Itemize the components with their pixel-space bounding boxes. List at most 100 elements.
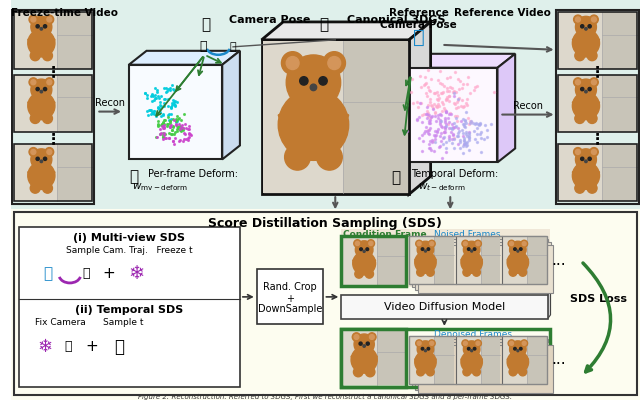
Text: Temporal Deform:: Temporal Deform: [411, 169, 498, 179]
Point [464, 134, 474, 141]
Point [150, 85, 160, 91]
Point [415, 100, 426, 106]
Point [431, 103, 442, 109]
Point [173, 83, 184, 90]
Point [450, 124, 460, 131]
Circle shape [517, 350, 519, 352]
Point [454, 128, 464, 134]
Point [458, 104, 468, 110]
Point [181, 136, 191, 142]
Point [429, 113, 440, 119]
Point [472, 131, 482, 137]
Point [152, 89, 163, 95]
Circle shape [43, 113, 52, 124]
Point [463, 137, 474, 144]
Text: Figure 2: Reconstruction. Referred to 3DGS, First we reconstruct a canonical 3DG: Figure 2: Reconstruction. Referred to 3D… [138, 393, 513, 400]
Point [158, 132, 168, 138]
Text: Condition Frame: Condition Frame [343, 230, 427, 239]
Point [445, 74, 455, 80]
Polygon shape [262, 22, 431, 40]
Point [157, 134, 168, 140]
Point [461, 143, 472, 149]
Text: Denoised Frames: Denoised Frames [433, 330, 511, 339]
Circle shape [463, 341, 480, 358]
FancyBboxPatch shape [527, 336, 547, 384]
Point [163, 112, 173, 118]
Point [429, 148, 440, 154]
Text: $w_{\mathrm{mv-deform}}$: $w_{\mathrm{mv-deform}}$ [132, 181, 188, 193]
Point [157, 121, 167, 128]
Point [458, 130, 468, 136]
Point [417, 148, 427, 154]
Point [153, 123, 163, 130]
Polygon shape [404, 54, 515, 68]
FancyBboxPatch shape [409, 236, 545, 284]
Circle shape [508, 240, 515, 247]
Point [158, 120, 168, 126]
Point [166, 104, 176, 111]
Point [159, 120, 170, 127]
Point [438, 88, 448, 95]
Point [453, 97, 463, 104]
Point [461, 119, 472, 126]
Point [433, 92, 443, 99]
Point [453, 132, 463, 139]
Circle shape [282, 52, 304, 75]
Point [433, 100, 443, 107]
Point [184, 125, 194, 132]
Point [158, 123, 168, 129]
Point [435, 143, 445, 149]
Point [420, 80, 431, 86]
Polygon shape [572, 37, 581, 48]
Point [466, 119, 476, 125]
Point [431, 104, 442, 111]
Point [176, 116, 186, 123]
Point [419, 81, 429, 87]
Point [161, 134, 171, 141]
Point [140, 89, 150, 96]
Point [413, 135, 424, 141]
Point [152, 86, 163, 93]
Point [471, 120, 481, 127]
Point [446, 120, 456, 127]
Polygon shape [591, 100, 600, 111]
Point [180, 125, 191, 132]
Point [443, 115, 453, 122]
Polygon shape [46, 170, 55, 181]
Point [455, 145, 465, 151]
Circle shape [575, 150, 580, 154]
Point [154, 102, 164, 108]
Text: 🎲: 🎲 [114, 338, 124, 356]
Point [463, 115, 473, 121]
Circle shape [366, 248, 369, 251]
Point [168, 138, 179, 144]
Point [160, 135, 170, 142]
Circle shape [521, 240, 527, 247]
Point [162, 121, 172, 128]
Point [424, 131, 434, 137]
Circle shape [520, 248, 522, 250]
Point [445, 124, 456, 131]
Circle shape [463, 368, 470, 376]
FancyBboxPatch shape [14, 12, 92, 69]
Point [153, 105, 163, 111]
Point [183, 136, 193, 143]
Point [168, 138, 178, 144]
Point [172, 117, 182, 124]
Circle shape [354, 334, 359, 339]
Circle shape [575, 113, 585, 124]
Point [180, 121, 190, 127]
Point [450, 113, 460, 119]
Point [448, 125, 458, 132]
Circle shape [317, 144, 342, 170]
Point [434, 103, 444, 109]
Point [435, 137, 445, 144]
Point [435, 68, 445, 74]
Point [476, 135, 486, 142]
Polygon shape [28, 100, 36, 111]
Point [456, 117, 466, 124]
Text: Recon: Recon [513, 101, 543, 111]
Circle shape [415, 351, 436, 373]
Point [154, 117, 164, 124]
Point [186, 132, 196, 138]
